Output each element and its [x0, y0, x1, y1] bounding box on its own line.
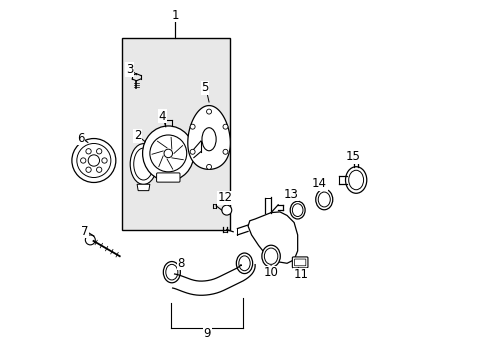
Text: 11: 11: [293, 269, 308, 282]
Circle shape: [77, 144, 111, 177]
Ellipse shape: [348, 170, 363, 190]
Ellipse shape: [130, 144, 157, 184]
Text: 4: 4: [158, 110, 166, 123]
Circle shape: [190, 124, 195, 129]
Text: 12: 12: [218, 191, 232, 204]
Polygon shape: [187, 105, 230, 169]
Circle shape: [163, 149, 172, 158]
FancyBboxPatch shape: [156, 173, 180, 182]
Ellipse shape: [238, 256, 250, 271]
Circle shape: [85, 235, 95, 245]
Circle shape: [190, 149, 195, 154]
Ellipse shape: [315, 189, 332, 210]
Circle shape: [149, 135, 186, 172]
FancyBboxPatch shape: [292, 257, 307, 268]
Text: 15: 15: [345, 150, 360, 163]
Text: 1: 1: [171, 9, 179, 22]
Ellipse shape: [236, 253, 252, 274]
Text: 13: 13: [283, 188, 298, 201]
Text: 7: 7: [81, 225, 88, 238]
Ellipse shape: [142, 126, 194, 181]
Circle shape: [96, 149, 102, 154]
Circle shape: [96, 167, 102, 172]
Circle shape: [223, 124, 227, 129]
Circle shape: [86, 167, 91, 172]
Ellipse shape: [133, 148, 153, 180]
Ellipse shape: [292, 204, 303, 216]
Circle shape: [102, 158, 107, 163]
Circle shape: [72, 139, 116, 183]
Text: 9: 9: [203, 327, 211, 339]
Circle shape: [206, 109, 211, 114]
Circle shape: [88, 155, 100, 166]
Ellipse shape: [262, 245, 280, 267]
Circle shape: [222, 205, 231, 215]
Text: 8: 8: [177, 257, 185, 270]
Circle shape: [223, 149, 227, 154]
Text: 10: 10: [263, 266, 278, 279]
Ellipse shape: [318, 192, 329, 207]
Circle shape: [206, 165, 211, 169]
Polygon shape: [137, 184, 149, 191]
Polygon shape: [247, 212, 297, 263]
Text: 1: 1: [171, 9, 179, 22]
Text: 2: 2: [133, 129, 141, 142]
Ellipse shape: [163, 261, 180, 283]
Circle shape: [86, 149, 91, 154]
Ellipse shape: [202, 128, 216, 151]
Text: 6: 6: [77, 132, 84, 145]
Text: 14: 14: [311, 177, 326, 190]
Ellipse shape: [290, 201, 305, 219]
Ellipse shape: [165, 264, 178, 280]
Text: 3: 3: [126, 63, 133, 76]
Ellipse shape: [345, 167, 366, 193]
Ellipse shape: [264, 248, 277, 264]
Circle shape: [81, 158, 86, 163]
FancyBboxPatch shape: [294, 259, 305, 266]
Text: 5: 5: [201, 81, 208, 94]
Bar: [122, 38, 230, 230]
